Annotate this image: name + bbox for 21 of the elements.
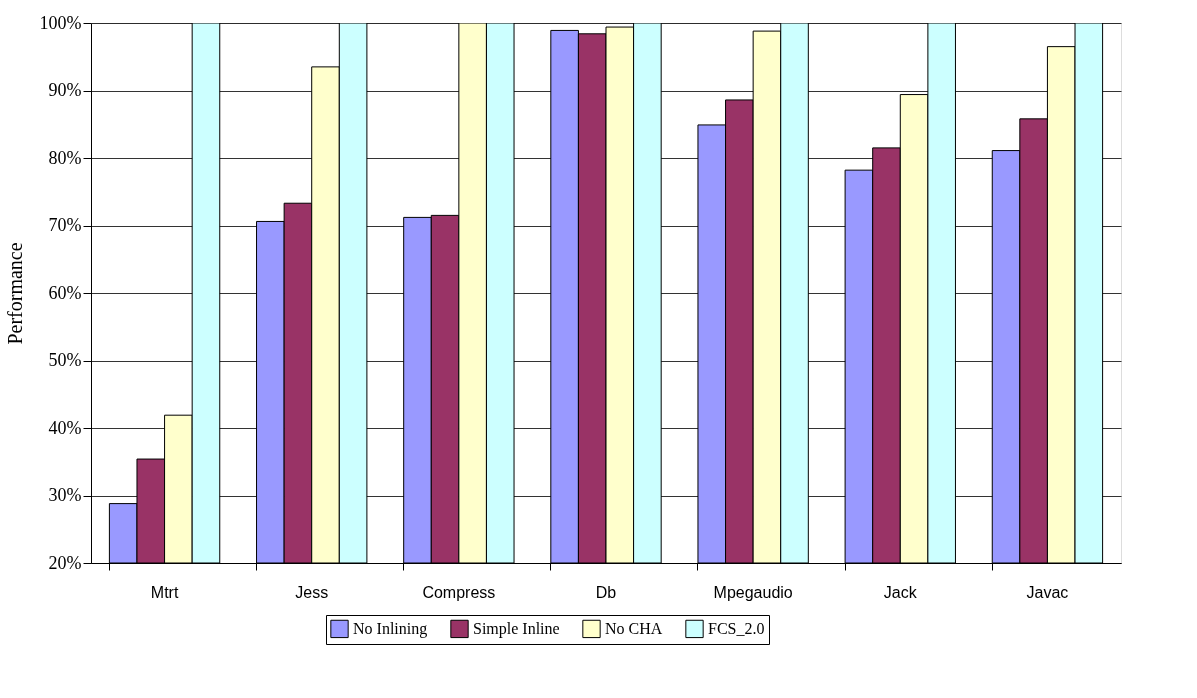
x-tick-label: Jess bbox=[295, 583, 329, 601]
y-tick-label: 70% bbox=[48, 215, 82, 235]
x-tick-label: Javac bbox=[1026, 583, 1069, 601]
x-tick-label: Jack bbox=[883, 583, 918, 601]
y-tick-label: 40% bbox=[48, 417, 82, 438]
x-tick-label: Db bbox=[595, 583, 617, 601]
legend-label: Simple Inline bbox=[473, 619, 560, 638]
y-tick-label: 20% bbox=[48, 552, 82, 573]
y-axis-title: Performance bbox=[3, 242, 26, 345]
y-tick-label: 100% bbox=[39, 12, 82, 33]
y-tick-label: 80% bbox=[48, 147, 82, 168]
x-tick-label: Mpegaudio bbox=[713, 583, 793, 601]
legend-label: FCS_2.0 bbox=[708, 619, 765, 637]
y-tick-label: 50% bbox=[48, 350, 82, 370]
x-tick-label: Compress bbox=[422, 583, 496, 601]
x-tick-label: Mtrt bbox=[150, 583, 179, 601]
y-tick-label: 90% bbox=[48, 80, 82, 100]
y-tick-label: 30% bbox=[48, 485, 82, 505]
legend-label: No CHA bbox=[605, 619, 663, 637]
legend-label: No Inlining bbox=[353, 619, 428, 638]
y-tick-label: 60% bbox=[48, 282, 82, 303]
